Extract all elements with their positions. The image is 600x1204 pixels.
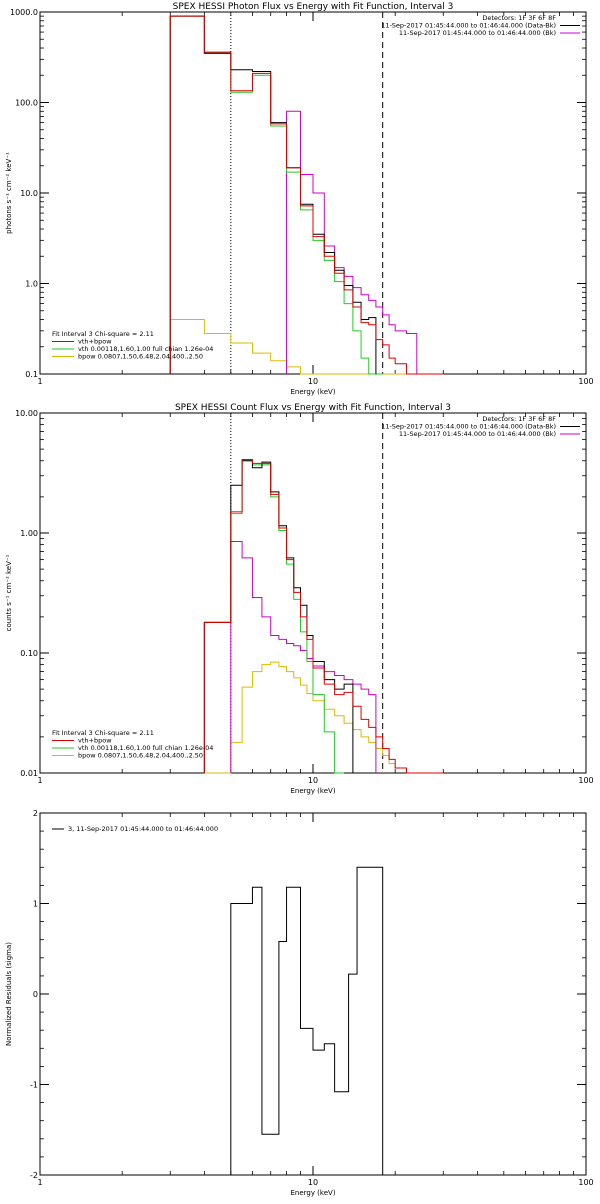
y-tick-label: 1.0: [25, 280, 38, 289]
x-axis-label-0: Energy (keV): [290, 388, 335, 396]
fit-header-1: Fit Interval 3 Chi-square = 2.11: [52, 729, 154, 737]
x-tick-label: 10: [308, 377, 318, 386]
y-tick-label: 1.00: [20, 529, 38, 538]
legend-entry-total: vth+bpow: [78, 338, 112, 346]
chart-title-0: SPEX HESSI Photon Flux vs Energy with Fi…: [173, 2, 454, 12]
x-tick-label: 100: [578, 776, 593, 785]
x-tick-label: 1: [37, 776, 42, 785]
x-tick-label: 10: [308, 776, 318, 785]
y-tick-label: 0.10: [20, 649, 38, 658]
x-axis-label-1: Energy (keV): [290, 787, 335, 795]
legend-entry-residuals: 3, 11-Sep-2017 01:45:44.000 to 01:46:44.…: [68, 825, 218, 833]
chart-title-1: SPEX HESSI Count Flux vs Energy with Fit…: [175, 403, 451, 413]
y-tick-label: -2: [30, 1171, 38, 1180]
plot-frame-1: [39, 412, 587, 774]
fit-header-0: Fit Interval 3 Chi-square = 2.11: [52, 330, 154, 338]
series-bk-1: [230, 540, 377, 773]
legend-entry-bpow: bpow 0.0807,1.50,6.48,2.04,400.,2.50: [78, 353, 203, 361]
info-line-1: 11-Sep-2017 01:45:44.000 to 01:46:44.000…: [381, 22, 556, 30]
y-tick-label: 0.01: [20, 769, 38, 778]
info-line-0: Detectors: 1F 3F 6F 8F: [482, 14, 556, 22]
series-data-0: [169, 15, 377, 374]
y-tick-label: 0.1: [25, 370, 38, 379]
info-line-2: 11-Sep-2017 01:45:44.000 to 01:46:44.000…: [399, 430, 556, 438]
y-tick-label: 100.0: [15, 99, 38, 108]
x-axis-label-2: Energy (keV): [290, 1189, 335, 1197]
info-line-2: 11-Sep-2017 01:45:44.000 to 01:46:44.000…: [399, 29, 556, 37]
legend-entry-bpow: bpow 0.0807,1.50,6.48,2.04,400.,2.50: [78, 752, 203, 760]
y-tick-label: 1000.0: [10, 8, 38, 17]
y-tick-label: 0: [33, 990, 38, 999]
series-vth-1: [203, 460, 345, 774]
x-tick-label: 100: [578, 377, 593, 386]
series-data-1: [203, 460, 354, 773]
x-tick-label: 10: [308, 1178, 318, 1187]
y-axis-label-1: counts s⁻¹ cm⁻² keV⁻¹: [5, 554, 13, 631]
legend-entry-total: vth+bpow: [78, 737, 112, 745]
x-tick-label: 100: [578, 1178, 593, 1187]
plot-frame-2: [39, 812, 587, 1176]
series-bpow-0: [169, 319, 444, 375]
y-axis-label-2: Normalized Residuals (sigma): [5, 942, 13, 1046]
series-vth-0: [169, 15, 383, 375]
series-bk-0: [286, 110, 418, 374]
legend-entry-vth: vth 0.00118,1.60,1.00 full chian 1.26e-0…: [78, 345, 213, 353]
y-tick-label: 2: [33, 809, 38, 818]
y-tick-label: 10.0: [20, 189, 38, 198]
y-tick-label: 10.00: [15, 409, 38, 418]
y-tick-label: -1: [30, 1081, 38, 1090]
legend-entry-vth: vth 0.00118,1.60,1.00 full chian 1.26e-0…: [78, 744, 213, 752]
info-line-1: 11-Sep-2017 01:45:44.000 to 01:46:44.000…: [381, 423, 556, 431]
series-total-0: [169, 15, 444, 375]
info-line-0: Detectors: 1F 3F 6F 8F: [482, 415, 556, 423]
x-tick-label: 1: [37, 377, 42, 386]
y-tick-label: 1: [33, 900, 38, 909]
y-axis-label-0: photons s⁻¹ cm⁻² keV⁻¹: [5, 152, 13, 234]
series-total-1: [203, 458, 444, 774]
series-data-2: [230, 866, 384, 1175]
x-tick-label: 1: [37, 1178, 42, 1187]
